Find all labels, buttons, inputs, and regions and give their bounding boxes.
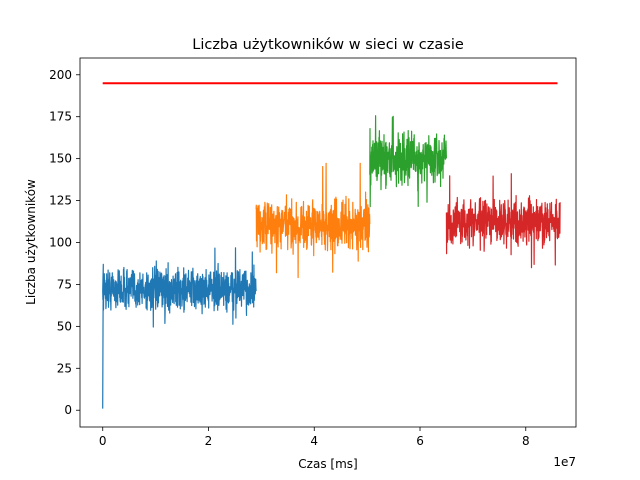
x-tick-label: 0	[99, 434, 107, 448]
y-tick-label: 50	[57, 319, 72, 333]
series-line-2	[255, 162, 371, 279]
y-tick-label: 100	[49, 236, 72, 250]
y-tick-label: 150	[49, 152, 72, 166]
x-tick-label: 4	[310, 434, 318, 448]
series-layer	[102, 82, 561, 409]
series-line-1	[102, 247, 257, 409]
y-tick-label: 200	[49, 68, 72, 82]
x-tick-label: 8	[522, 434, 530, 448]
chart-title: Liczba użytkowników w sieci w czasie	[192, 37, 464, 53]
y-tick-label: 175	[49, 110, 72, 124]
y-axis: 0 25 50 75 100 125 150 175 200	[49, 68, 80, 417]
x-tick-label: 2	[205, 434, 213, 448]
plot-area	[79, 57, 577, 428]
x-axis: 0 2 4 6 8	[99, 427, 530, 448]
series-line-4	[445, 173, 561, 269]
y-tick-label: 125	[49, 194, 72, 208]
x-tick-label: 6	[416, 434, 424, 448]
y-axis-title: Liczba użytkowników	[24, 179, 38, 305]
y-tick-label: 75	[57, 277, 72, 291]
x-axis-scale-label: 1e7	[553, 455, 576, 469]
series-line-3	[369, 115, 447, 208]
y-tick-label: 25	[57, 361, 72, 375]
x-axis-title: Czas [ms]	[298, 457, 357, 471]
y-tick-label: 0	[64, 403, 72, 417]
